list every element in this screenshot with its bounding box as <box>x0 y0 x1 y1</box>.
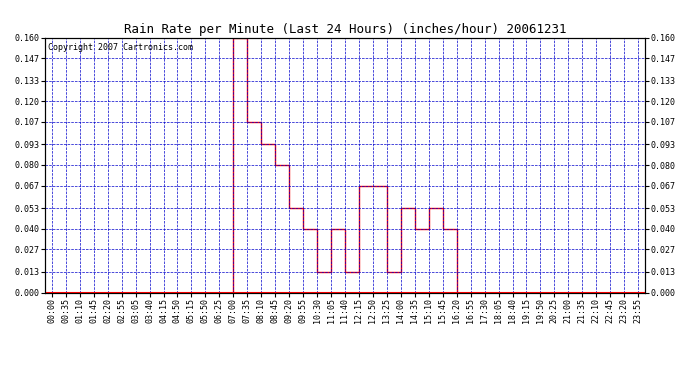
Text: Copyright 2007 Cartronics.com: Copyright 2007 Cartronics.com <box>48 43 193 52</box>
Title: Rain Rate per Minute (Last 24 Hours) (inches/hour) 20061231: Rain Rate per Minute (Last 24 Hours) (in… <box>124 23 566 36</box>
